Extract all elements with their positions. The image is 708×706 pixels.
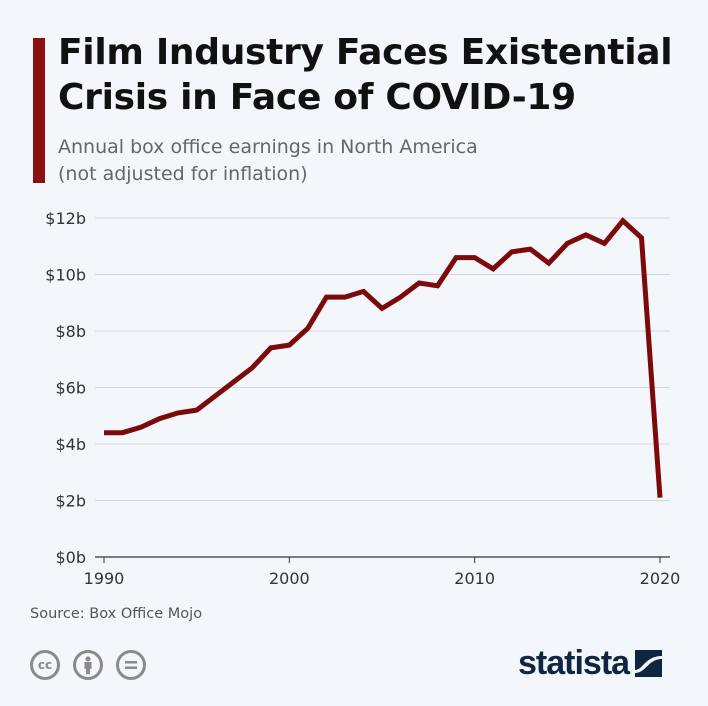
y-tick-label: $6b <box>55 379 86 398</box>
by-attribution-icon[interactable] <box>73 650 103 680</box>
line-chart: $0b $2b $4b $6b $8b $10b $12b 1990 2000 2010 2020 <box>45 209 681 588</box>
chart-subtitle: Annual box office earnings in North Amer… <box>58 134 478 188</box>
y-tick-label: $4b <box>55 435 86 454</box>
x-tick-label: 1990 <box>84 569 125 588</box>
title-accent-bar <box>33 38 45 183</box>
statista-logo-text: statista <box>518 644 630 682</box>
cc-icon[interactable]: cc <box>30 650 60 680</box>
chart-title: Film Industry Faces Existential Crisis i… <box>58 32 673 118</box>
subtitle-line-1: Annual box office earnings in North Amer… <box>58 136 478 158</box>
y-tick-label: $10b <box>45 266 86 285</box>
subtitle-line-2: (not adjusted for inflation) <box>58 163 308 185</box>
source-note: Source: Box Office Mojo <box>30 606 203 622</box>
x-tick-label: 2020 <box>640 569 681 588</box>
x-tick-label: 2000 <box>269 569 310 588</box>
statista-logo[interactable]: statista <box>518 644 663 683</box>
x-tick-label: 2010 <box>454 569 495 588</box>
y-tick-label: $12b <box>45 209 86 228</box>
statista-logo-icon <box>635 650 663 677</box>
y-tick-label: $0b <box>55 548 86 567</box>
no-derivatives-icon[interactable] <box>116 650 146 680</box>
y-tick-label: $2b <box>55 492 86 511</box>
y-tick-label: $8b <box>55 322 86 341</box>
series-line <box>104 217 663 498</box>
